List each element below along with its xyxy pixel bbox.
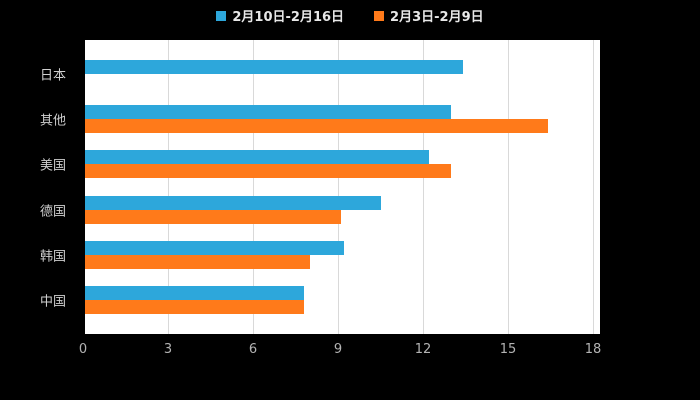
x-tick-label-6: 6: [248, 342, 258, 357]
x-tick-label-18: 18: [584, 342, 602, 357]
legend-swatch-series-1: [374, 10, 385, 21]
legend-label-series-1: 2月3日-2月9日: [390, 10, 484, 25]
category-label-5: 中国: [39, 294, 66, 310]
bar-series-0-德国: [83, 195, 381, 210]
category-label-4: 韩国: [39, 249, 66, 265]
gridline-x-15: [508, 40, 509, 336]
bar-series-1-中国: [83, 300, 304, 314]
x-tick-label-15: 15: [499, 342, 517, 357]
gridline-x-12: [423, 40, 424, 336]
bar-series-1-其他: [83, 119, 548, 134]
bar-series-0-韩国: [83, 240, 344, 255]
x-tick-label-9: 9: [333, 342, 343, 357]
bar-series-1-韩国: [83, 254, 310, 269]
y-axis-line: [83, 40, 85, 336]
gridline-x-6: [253, 40, 254, 336]
bar-series-0-其他: [83, 105, 452, 120]
x-tick-label-0: 0: [78, 342, 88, 357]
x-tick-label-12: 12: [414, 342, 432, 357]
bar-series-1-德国: [83, 209, 341, 224]
bar-series-0-中国: [83, 286, 304, 300]
category-label-2: 美国: [39, 158, 66, 174]
category-label-1: 其他: [39, 113, 66, 129]
chart-legend: 2月10日-2月16日 2月3日-2月9日: [0, 6, 700, 25]
x-tick-label-3: 3: [163, 342, 173, 357]
legend-swatch-series-0: [216, 10, 227, 21]
category-label-3: 德国: [39, 204, 66, 220]
bar-series-0-日本: [83, 60, 463, 74]
gridline-x-18: [593, 40, 594, 336]
category-label-0: 日本: [39, 68, 66, 84]
gridline-x-3: [168, 40, 169, 336]
gridline-x-9: [338, 40, 339, 336]
bar-series-1-美国: [83, 164, 452, 179]
plot-area: [83, 40, 600, 336]
x-axis-line: [83, 334, 600, 336]
bar-series-0-美国: [83, 150, 429, 165]
legend-label-series-0: 2月10日-2月16日: [232, 10, 345, 25]
legend-item-series-0[interactable]: 2月10日-2月16日: [216, 6, 344, 25]
legend-item-series-1[interactable]: 2月3日-2月9日: [374, 6, 484, 25]
